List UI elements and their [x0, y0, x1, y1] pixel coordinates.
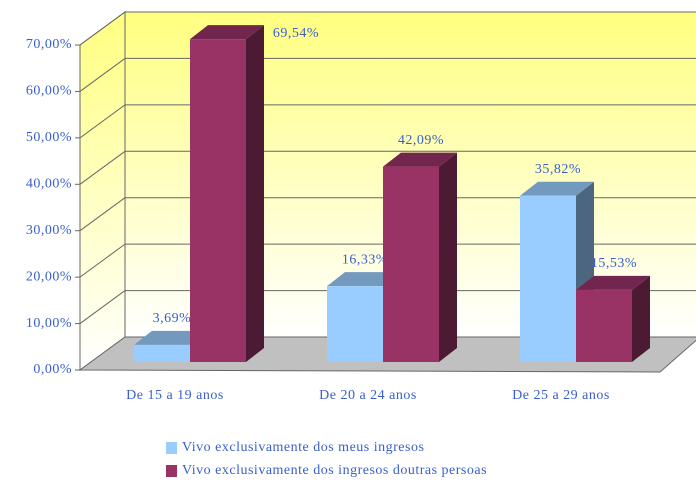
grid-line — [79, 58, 126, 92]
grid-line — [79, 104, 126, 139]
bar-front — [576, 289, 632, 362]
y-tick-label: 60,00% — [26, 84, 72, 99]
grid-line — [79, 290, 126, 324]
bar-top — [134, 330, 208, 345]
x-tick-label: De 25 a 29 anos — [512, 388, 610, 403]
grid-line — [79, 197, 126, 232]
value-label: 15,53% — [591, 256, 637, 271]
grid-line — [79, 11, 126, 46]
bar-front — [520, 195, 576, 362]
bar-front — [383, 166, 439, 362]
grid-line — [79, 243, 126, 278]
legend-swatch — [166, 465, 177, 477]
bar-top — [327, 272, 401, 287]
y-tick-label: 30,00% — [26, 223, 72, 238]
bar-side — [439, 152, 457, 362]
bar-front — [134, 344, 190, 362]
bar-top — [190, 25, 264, 40]
bar-top — [383, 152, 457, 167]
x-tick-label: De 15 a 19 anos — [126, 388, 224, 403]
y-tick-label: 10,00% — [26, 316, 72, 331]
bar-front — [190, 39, 246, 363]
bar-side — [246, 25, 264, 363]
y-tick-label: 50,00% — [26, 130, 72, 145]
x-tick-label: De 20 a 24 anos — [319, 388, 417, 403]
bar-front — [327, 286, 383, 362]
value-label: 3,69% — [153, 311, 192, 326]
legend-label: Vivo exclusivamente dos meus ingresos — [182, 440, 424, 455]
bar — [576, 275, 650, 362]
y-tick-label: 40,00% — [26, 177, 72, 192]
side-wall — [79, 11, 126, 371]
bar-side — [632, 275, 650, 362]
value-label: 16,33% — [342, 252, 388, 267]
y-tick-label: 20,00% — [26, 269, 72, 284]
bar — [383, 152, 457, 362]
legend-label: Vivo exclusivamente dos ingresos doutras… — [182, 463, 487, 478]
bar — [520, 181, 594, 362]
bar-top — [520, 181, 594, 196]
bar-top — [576, 275, 650, 290]
value-label: 42,09% — [398, 133, 444, 148]
value-label: 35,82% — [535, 162, 581, 177]
legend-swatch — [166, 442, 177, 454]
grid-line — [79, 150, 126, 185]
y-tick-label: 70,00% — [26, 37, 72, 52]
y-tick-label: 0,00% — [33, 362, 72, 377]
value-label: 69,54% — [273, 26, 319, 41]
bar — [190, 25, 264, 363]
